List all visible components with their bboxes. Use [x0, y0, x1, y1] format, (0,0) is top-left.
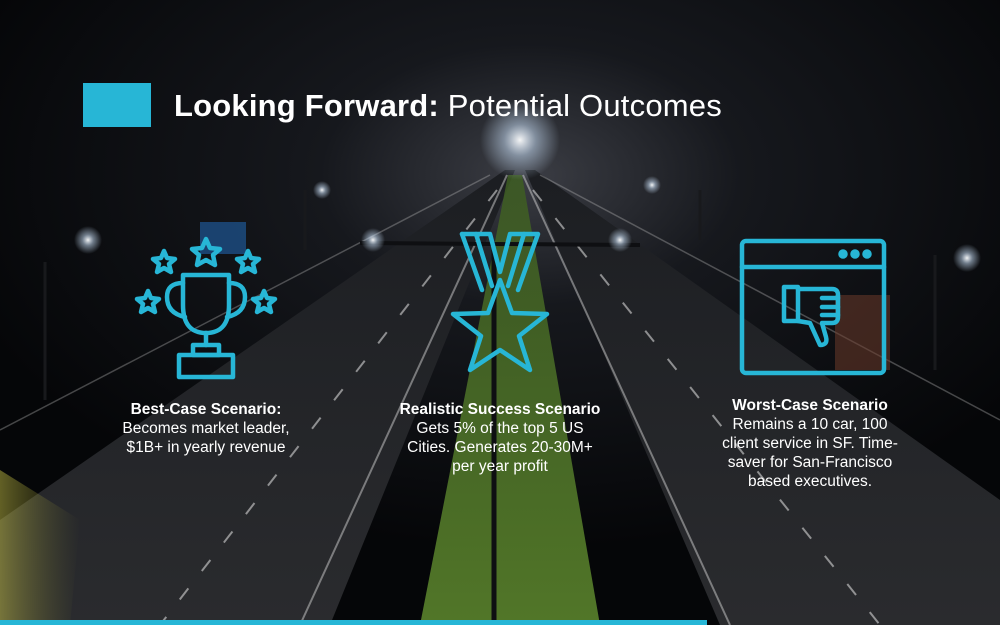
star-medal-icon	[440, 228, 560, 378]
scenario-body-line: Remains a 10 car, 100	[732, 416, 888, 433]
page-title: Looking Forward: Potential Outcomes	[174, 86, 722, 126]
title-accent-block	[83, 83, 151, 127]
scenario-heading: Best-Case Scenario:	[130, 401, 282, 418]
scenario-body-line: saver for San-Francisco	[727, 454, 893, 471]
thumbs-down-window-icon	[738, 237, 888, 377]
scenario-card-best: Best-Case Scenario: Becomes market leade…	[96, 400, 316, 457]
scenario-body-line: $1B+ in yearly revenue	[126, 439, 286, 456]
title-light-text: Potential Outcomes	[447, 88, 722, 123]
title-bold-text: Looking Forward:	[174, 88, 439, 123]
scenario-body-line: client service in SF. Time-	[722, 435, 898, 452]
scenario-body-line: per year profit	[452, 458, 548, 475]
trophy-icon	[131, 233, 281, 383]
scenario-heading: Worst-Case Scenario	[732, 397, 888, 414]
scenario-body-line: Becomes market leader,	[122, 420, 290, 437]
bottom-accent-bar	[0, 620, 707, 625]
scenario-heading: Realistic Success Scenario	[399, 401, 601, 418]
scenario-body-line: Gets 5% of the top 5 US	[416, 420, 584, 437]
scenario-body-line: based executives.	[747, 473, 873, 490]
scenario-card-worst: Worst-Case Scenario Remains a 10 car, 10…	[700, 396, 920, 491]
scenario-body-line: Cities. Generates 20-30M+	[407, 439, 593, 456]
scenario-card-realistic: Realistic Success Scenario Gets 5% of th…	[380, 400, 620, 476]
